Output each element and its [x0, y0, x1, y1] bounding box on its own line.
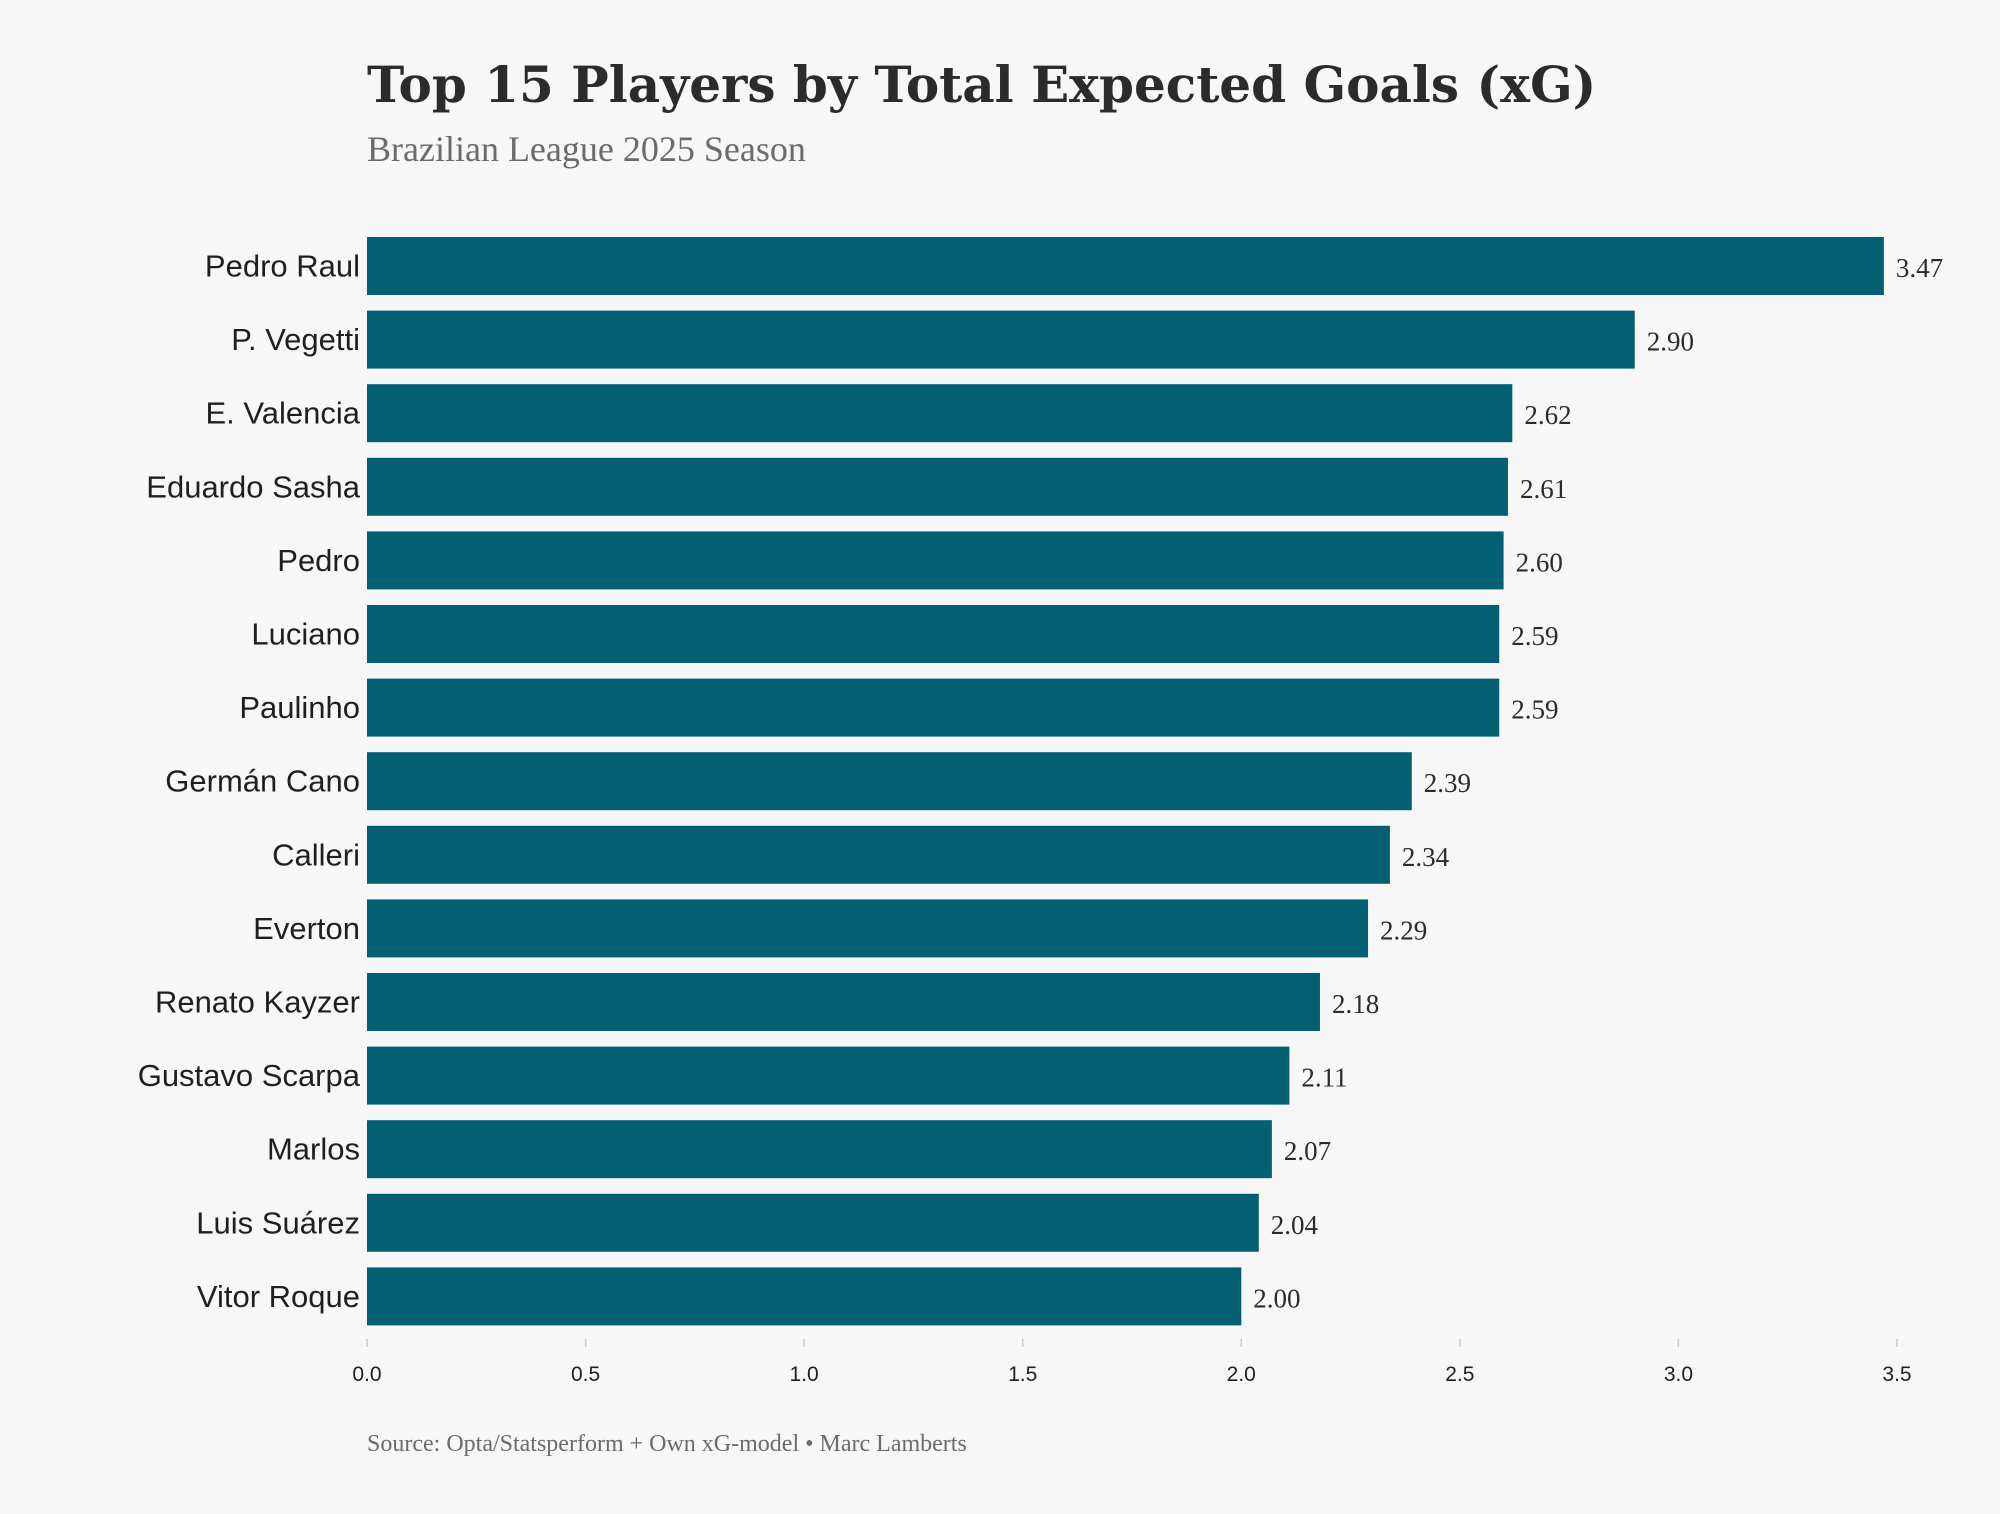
- bar: [367, 1120, 1272, 1179]
- value-label: 2.34: [1402, 842, 1450, 872]
- value-label: 2.61: [1520, 474, 1567, 504]
- bars-group: Pedro Raul 3.47 P. Vegetti 2.90 E. Valencia 2…: [138, 237, 1943, 1326]
- category-label: Luciano: [251, 617, 360, 652]
- x-tick-label: 1.0: [790, 1363, 819, 1386]
- value-label: 2.62: [1524, 400, 1571, 430]
- category-label: Paulinho: [239, 690, 360, 725]
- value-label: 2.29: [1380, 915, 1427, 945]
- bar: [367, 973, 1320, 1031]
- bar: [367, 825, 1390, 884]
- category-label: Calleri: [272, 837, 360, 872]
- x-tick-label: 1.5: [1008, 1363, 1037, 1386]
- bar: [367, 237, 1884, 295]
- bar: [367, 1267, 1242, 1326]
- value-label: 2.59: [1511, 695, 1558, 725]
- category-label: Pedro Raul: [205, 249, 360, 284]
- value-label: 2.11: [1301, 1063, 1347, 1093]
- category-label: Eduardo Sasha: [146, 469, 360, 504]
- category-label: Everton: [253, 911, 360, 946]
- bar: [367, 752, 1412, 811]
- bar: [367, 457, 1508, 516]
- source-note: Source: Opta/Statsperform + Own xG-model…: [367, 1431, 967, 1457]
- bar: [367, 1046, 1290, 1105]
- category-label: P. Vegetti: [231, 322, 360, 357]
- category-label: Renato Kayzer: [155, 985, 360, 1020]
- value-label: 2.07: [1284, 1136, 1331, 1166]
- category-label: Luis Suárez: [196, 1205, 360, 1240]
- value-label: 2.00: [1253, 1283, 1300, 1313]
- value-label: 2.59: [1511, 621, 1558, 651]
- x-tick-label: 2.0: [1227, 1363, 1256, 1386]
- category-label: E. Valencia: [205, 396, 360, 431]
- category-label: Marlos: [267, 1132, 360, 1167]
- chart-subtitle: Brazilian League 2025 Season: [367, 129, 806, 169]
- bar: [367, 899, 1369, 958]
- value-label: 2.90: [1647, 327, 1694, 357]
- x-axis: 0.0 0.5 1.0 1.5 2.0 2.5 3.0 3.5: [352, 1339, 1912, 1386]
- x-tick-label: 3.5: [1882, 1363, 1911, 1386]
- x-tick-label: 2.5: [1445, 1363, 1474, 1386]
- x-tick-label: 3.0: [1664, 1363, 1693, 1386]
- value-label: 2.39: [1424, 768, 1471, 798]
- x-tick-label: 0.0: [352, 1363, 381, 1386]
- bar: [367, 678, 1500, 737]
- bar: [367, 531, 1504, 590]
- value-label: 2.04: [1271, 1210, 1319, 1240]
- bar: [367, 1193, 1259, 1252]
- x-tick-label: 0.5: [571, 1363, 600, 1386]
- category-label: Germán Cano: [165, 764, 360, 799]
- value-label: 2.60: [1516, 547, 1563, 577]
- category-label: Gustavo Scarpa: [138, 1058, 361, 1093]
- category-label: Vitor Roque: [197, 1279, 360, 1314]
- chart-title: Top 15 Players by Total Expected Goals (…: [367, 55, 1596, 114]
- bar: [367, 384, 1513, 443]
- value-label: 3.47: [1896, 253, 1943, 283]
- value-label: 2.18: [1332, 989, 1379, 1019]
- bar: [367, 310, 1635, 369]
- bar: [367, 605, 1500, 663]
- category-label: Pedro: [277, 543, 360, 578]
